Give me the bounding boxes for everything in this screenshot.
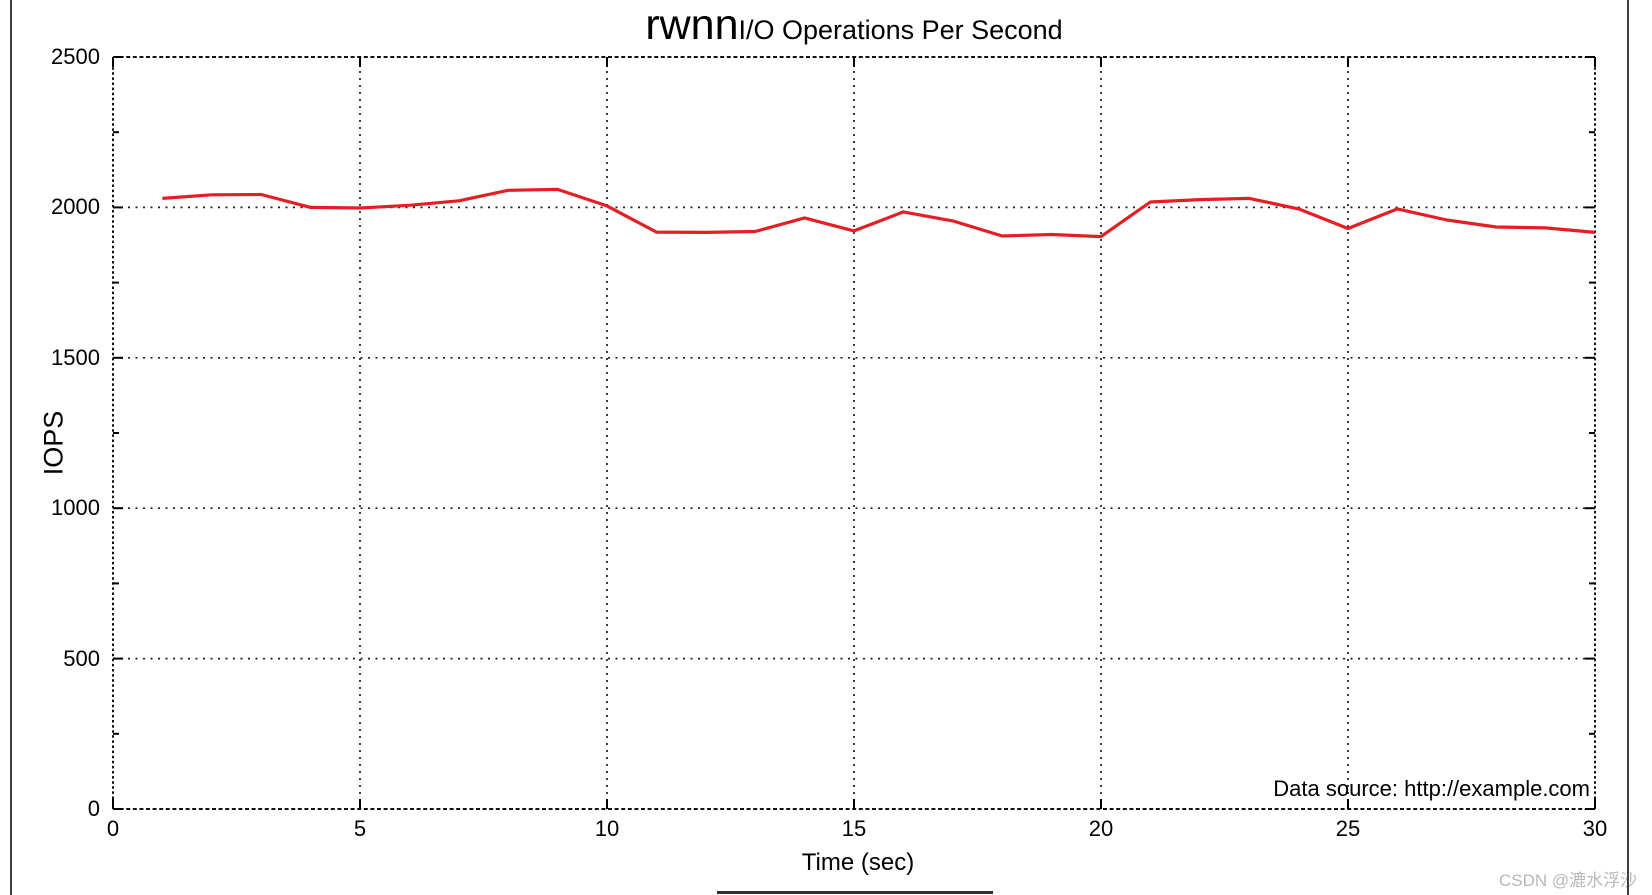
plot-area	[112, 56, 1596, 810]
y-tick-label: 1000	[51, 495, 100, 521]
y-tick-label: 2000	[51, 194, 100, 220]
chart-title-sub: I/O Operations Per Second	[738, 15, 1063, 45]
y-tick-label: 0	[87, 796, 100, 821]
x-tick-label: 20	[1088, 816, 1114, 841]
chart-title: rwnnI/O Operations Per Second	[645, 2, 1062, 48]
x-tick-label: 5	[353, 816, 367, 841]
x-tick-label: 15	[841, 816, 867, 841]
page-left-border	[10, 0, 12, 895]
page-right-border	[1627, 0, 1629, 895]
series-line-rwnn	[162, 187, 1596, 239]
plot-canvas	[112, 56, 1596, 810]
y-tick-label: 500	[63, 645, 100, 671]
y-tick-label: 1500	[51, 344, 100, 370]
legend-box-top-line	[717, 891, 993, 894]
x-axis-title: Time (sec)	[801, 849, 915, 876]
x-tick-label: 25	[1335, 816, 1361, 841]
y-tick-label: 2500	[51, 44, 100, 69]
y-axis-title: IOPS	[38, 410, 69, 476]
watermark-text: CSDN @漉水浮沙	[1499, 871, 1638, 890]
x-tick-label: 10	[594, 816, 620, 841]
x-tick-label: 30	[1582, 816, 1608, 841]
x-tick-label: 0	[106, 816, 120, 841]
data-source-annotation: Data source: http://example.com	[1273, 776, 1590, 801]
chart-title-main: rwnn	[645, 1, 739, 49]
